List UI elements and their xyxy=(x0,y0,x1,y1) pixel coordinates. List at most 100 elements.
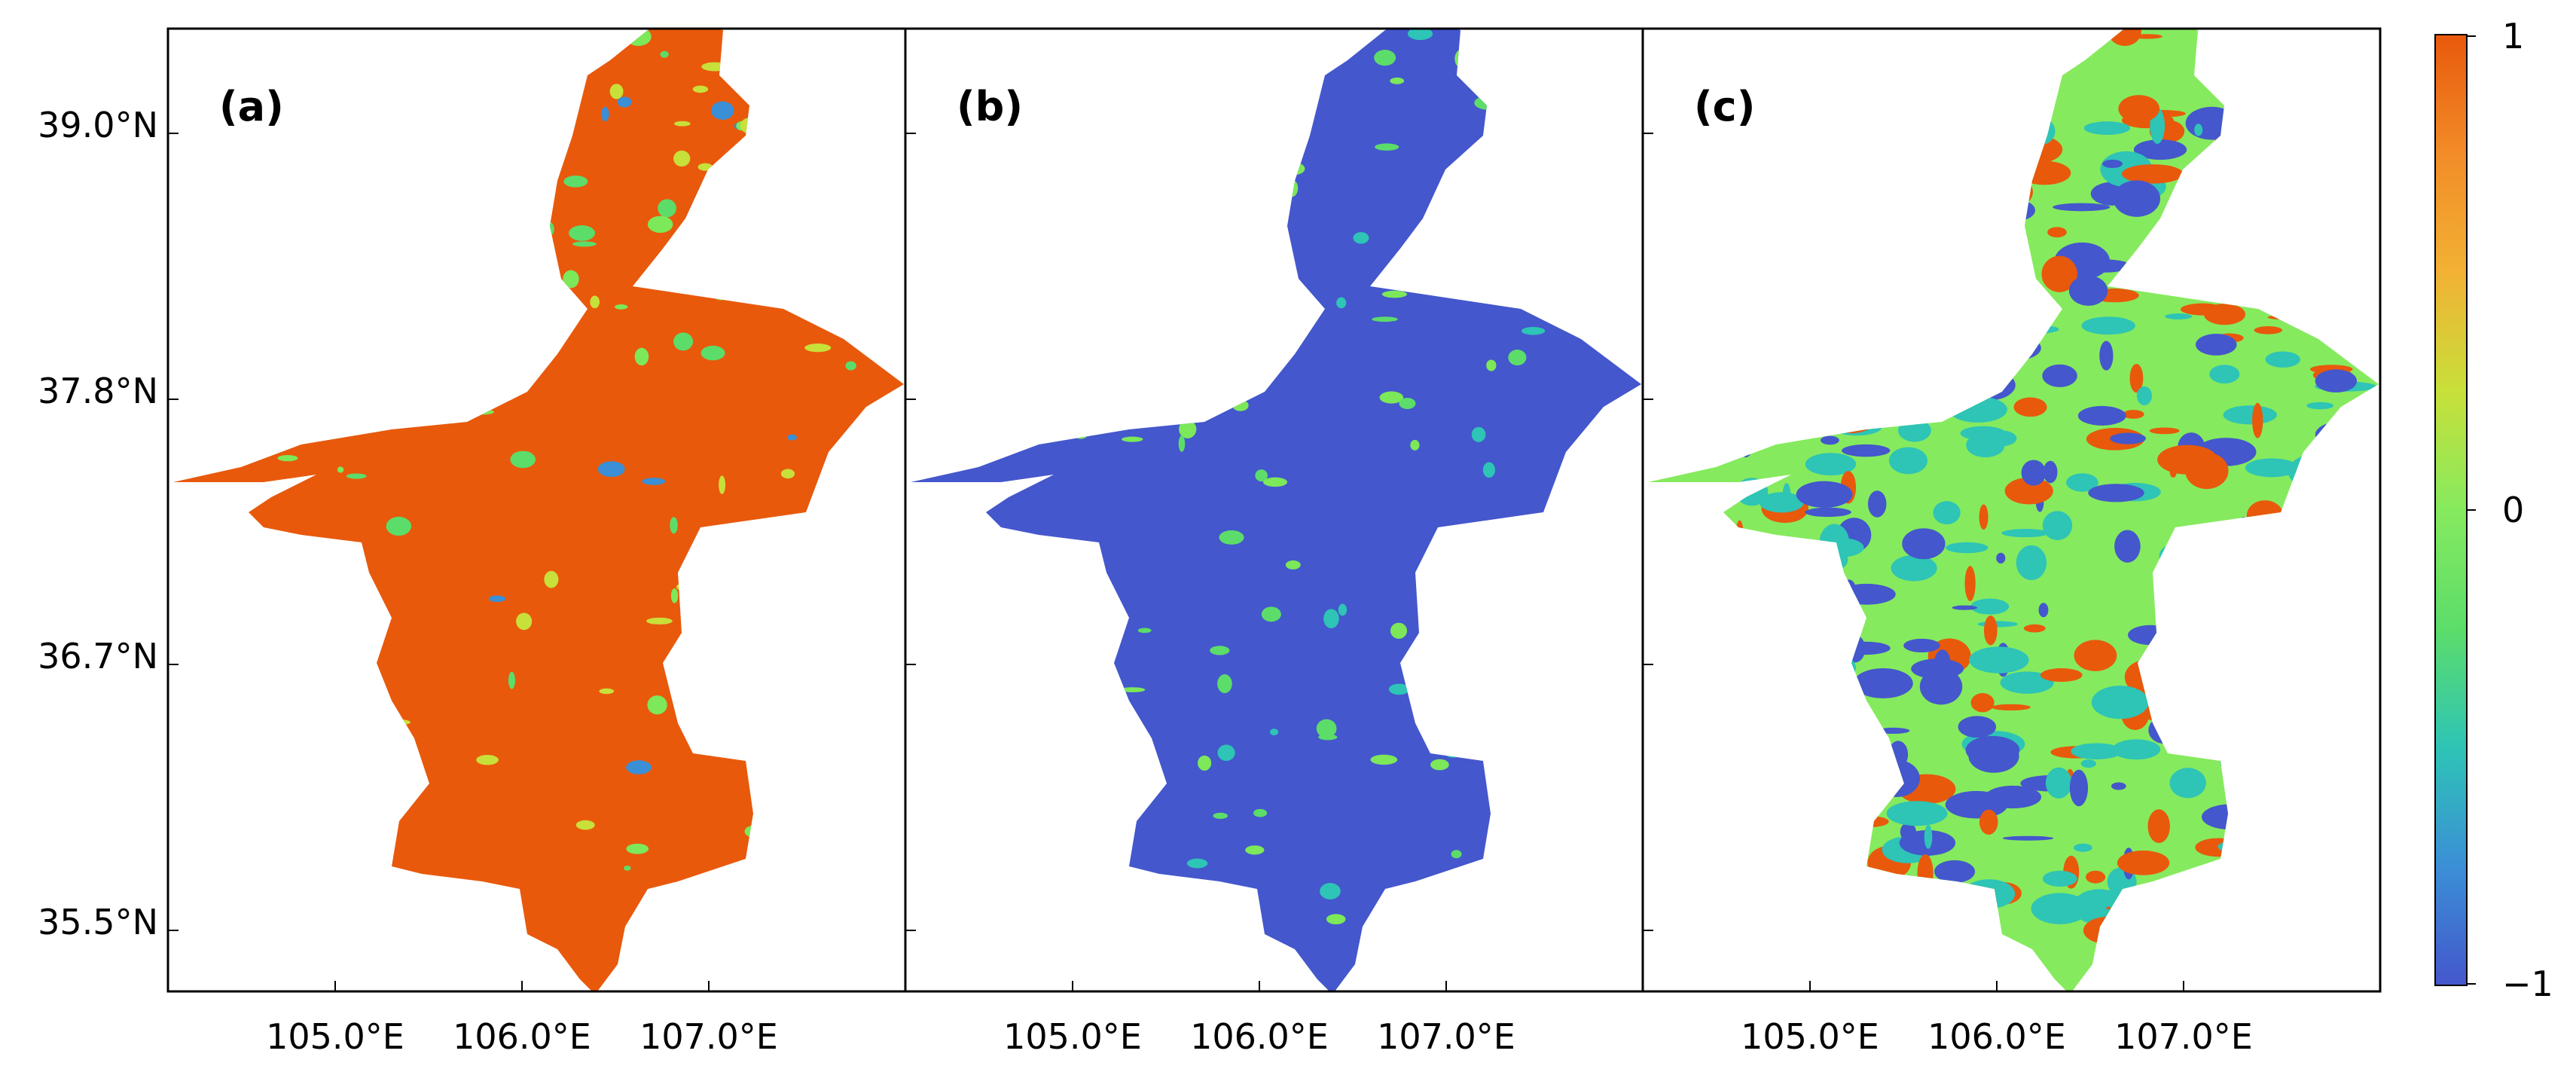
class-patch xyxy=(1756,877,1770,896)
class-patch xyxy=(1917,163,1943,182)
class-patch xyxy=(1824,410,1888,420)
class-patch xyxy=(2083,121,2130,136)
class-patch xyxy=(799,815,810,822)
class-patch xyxy=(2235,740,2285,747)
panel-label: (a) xyxy=(219,83,284,130)
class-patch xyxy=(467,36,490,52)
class-patch xyxy=(363,45,379,51)
class-patch xyxy=(894,50,902,70)
class-patch xyxy=(1735,478,1769,506)
class-patch xyxy=(346,473,367,479)
class-patch xyxy=(1198,35,1209,41)
class-patch xyxy=(2306,402,2334,410)
class-patch xyxy=(1885,349,1943,368)
class-patch xyxy=(625,29,652,46)
class-patch xyxy=(369,94,395,102)
class-patch xyxy=(2309,789,2319,826)
class-patch xyxy=(1405,918,1412,929)
class-patch xyxy=(1730,314,1750,335)
class-patch xyxy=(1936,317,1985,336)
class-patch xyxy=(697,163,713,171)
class-patch xyxy=(626,843,649,854)
class-patch xyxy=(441,55,456,73)
class-patch xyxy=(2112,739,2161,760)
class-patch xyxy=(1806,390,1822,420)
lon-tick-label: 107.0°E xyxy=(639,1016,778,1057)
class-patch xyxy=(2159,543,2193,569)
class-patch xyxy=(1969,646,2029,673)
class-patch xyxy=(2311,804,2338,833)
class-patch xyxy=(1776,126,1821,159)
class-patch xyxy=(1952,32,1963,70)
map-panels: (a) (b) (c) xyxy=(166,27,2382,993)
class-patch xyxy=(658,199,676,218)
class-patch xyxy=(516,612,533,631)
class-patch xyxy=(1232,399,1249,411)
class-patch xyxy=(2208,261,2220,273)
class-patch xyxy=(2329,894,2340,921)
class-patch xyxy=(396,55,413,64)
class-patch xyxy=(1782,336,1796,356)
class-patch xyxy=(2203,304,2245,325)
class-patch xyxy=(1857,183,1908,190)
class-patch xyxy=(1758,826,1766,851)
class-patch xyxy=(1253,808,1268,817)
class-patch xyxy=(2355,565,2379,577)
class-patch xyxy=(1810,914,1836,925)
class-patch xyxy=(1137,628,1152,634)
class-patch xyxy=(1891,317,1947,328)
class-patch xyxy=(1225,54,1235,67)
class-patch xyxy=(1064,64,1076,70)
class-patch xyxy=(2245,458,2299,478)
class-patch xyxy=(1771,360,1802,392)
class-patch xyxy=(2042,511,2073,541)
class-patch xyxy=(2129,363,2144,393)
class-patch xyxy=(2000,671,2054,694)
class-patch xyxy=(2251,720,2283,731)
class-patch xyxy=(465,81,493,88)
class-patch xyxy=(2086,870,2106,884)
class-patch xyxy=(2169,768,2206,799)
class-patch xyxy=(2209,365,2240,384)
class-patch xyxy=(2074,843,2092,852)
class-patch xyxy=(813,48,832,65)
class-patch xyxy=(2018,160,2071,185)
class-patch xyxy=(624,865,631,871)
class-patch xyxy=(2217,533,2244,549)
class-patch xyxy=(489,61,506,76)
class-patch xyxy=(2197,231,2222,255)
panel-frame xyxy=(1641,27,2382,993)
class-patch xyxy=(1530,96,1546,106)
class-patch xyxy=(338,878,350,898)
class-patch xyxy=(2327,495,2336,506)
class-patch xyxy=(1178,435,1186,452)
class-patch xyxy=(2267,314,2310,320)
class-patch xyxy=(1735,520,1744,548)
class-patch xyxy=(673,150,691,167)
class-patch xyxy=(1054,751,1078,759)
class-patch xyxy=(2083,917,2131,944)
class-patch xyxy=(1126,779,1153,791)
class-patch xyxy=(1016,433,1036,443)
class-patch xyxy=(1757,625,1775,657)
class-patch xyxy=(1471,426,1486,442)
class-patch xyxy=(2195,880,2217,899)
class-patch xyxy=(1042,109,1065,122)
class-patch xyxy=(1924,824,1933,849)
class-patch xyxy=(1486,359,1497,371)
class-patch xyxy=(2299,580,2315,591)
class-patch xyxy=(575,820,595,830)
class-patch xyxy=(807,47,824,56)
class-patch xyxy=(1734,222,1773,258)
class-patch xyxy=(2255,725,2288,750)
class-patch xyxy=(2147,930,2190,937)
class-patch xyxy=(1952,605,1978,610)
class-patch xyxy=(277,455,298,462)
class-patch xyxy=(1061,285,1075,298)
lat-tick-label: 39.0°N xyxy=(38,105,158,145)
class-patch xyxy=(2256,62,2268,96)
colorbar-bar xyxy=(2434,34,2468,986)
class-patch xyxy=(2153,628,2194,664)
class-patch xyxy=(1843,195,1881,204)
class-patch xyxy=(1390,622,1408,639)
